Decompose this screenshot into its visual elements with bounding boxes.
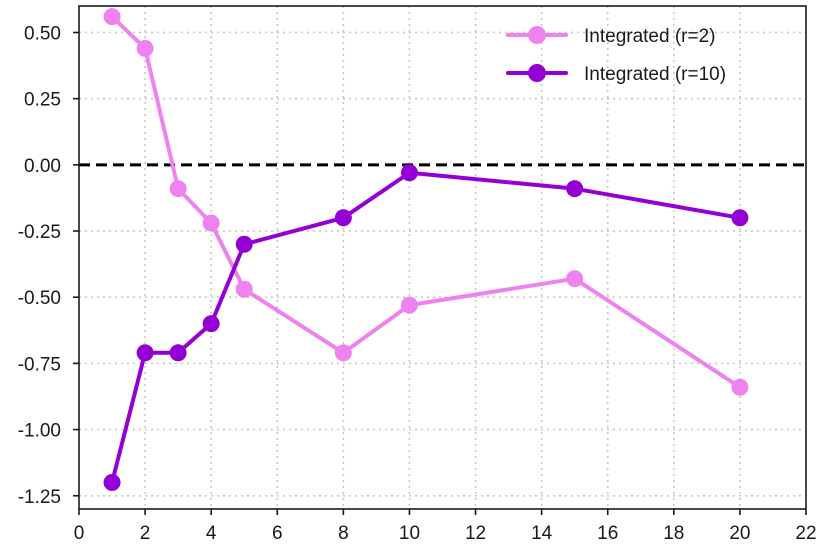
- data-point: [400, 164, 418, 182]
- data-point: [731, 209, 749, 227]
- data-point: [136, 39, 154, 57]
- legend-label: Integrated (r=2): [584, 26, 716, 47]
- data-point: [235, 280, 253, 298]
- x-tick-label: 20: [729, 523, 750, 544]
- data-point: [566, 180, 584, 198]
- data-point: [566, 270, 584, 288]
- x-tick-label: 18: [663, 523, 684, 544]
- y-tick-label: -1.00: [18, 421, 61, 442]
- data-point: [400, 296, 418, 314]
- y-tick-label: 0.00: [24, 156, 61, 177]
- data-point: [103, 474, 121, 492]
- y-tick-label: -0.75: [18, 354, 61, 375]
- x-tick-label: 16: [597, 523, 618, 544]
- x-tick-label: 22: [795, 523, 816, 544]
- x-tick-label: 12: [465, 523, 486, 544]
- x-tick-label: 6: [272, 523, 283, 544]
- legend-label: Integrated (r=10): [584, 64, 726, 85]
- grid: [79, 6, 806, 509]
- y-axis: 0.50 0.25 0.00 -0.25 -0.50 -0.75 -1.00 -1.25: [18, 23, 79, 508]
- x-axis: 0 2 4 6 8 10 12 14 16 18 20 22: [74, 509, 817, 544]
- legend-item: Integrated (r=2): [506, 26, 716, 47]
- data-point: [103, 8, 121, 26]
- legend-marker: [528, 64, 546, 82]
- series-layer: [103, 8, 749, 492]
- data-point: [235, 235, 253, 253]
- data-point: [202, 214, 220, 232]
- x-tick-label: 2: [140, 523, 151, 544]
- x-tick-label: 0: [74, 523, 85, 544]
- series-1: [103, 8, 749, 396]
- x-tick-label: 14: [531, 523, 553, 544]
- data-point: [202, 315, 220, 333]
- data-point: [169, 180, 187, 198]
- legend-item: Integrated (r=10): [506, 64, 726, 85]
- plot-frame: [78, 5, 807, 510]
- x-tick-label: 8: [338, 523, 349, 544]
- x-tick-label: 4: [206, 523, 217, 544]
- y-tick-label: -1.25: [18, 487, 61, 508]
- x-tick-label: 10: [399, 523, 420, 544]
- data-point: [731, 378, 749, 396]
- y-tick-label: 0.50: [24, 23, 61, 44]
- legend-marker: [528, 26, 546, 44]
- series-2: [103, 164, 749, 492]
- data-point: [169, 344, 187, 362]
- data-point: [334, 344, 352, 362]
- data-point: [136, 344, 154, 362]
- data-point: [334, 209, 352, 227]
- legend: Integrated (r=2) Integrated (r=10): [506, 26, 726, 85]
- y-tick-label: 0.25: [24, 90, 61, 111]
- y-tick-label: -0.25: [18, 222, 61, 243]
- y-tick-label: -0.50: [18, 288, 61, 309]
